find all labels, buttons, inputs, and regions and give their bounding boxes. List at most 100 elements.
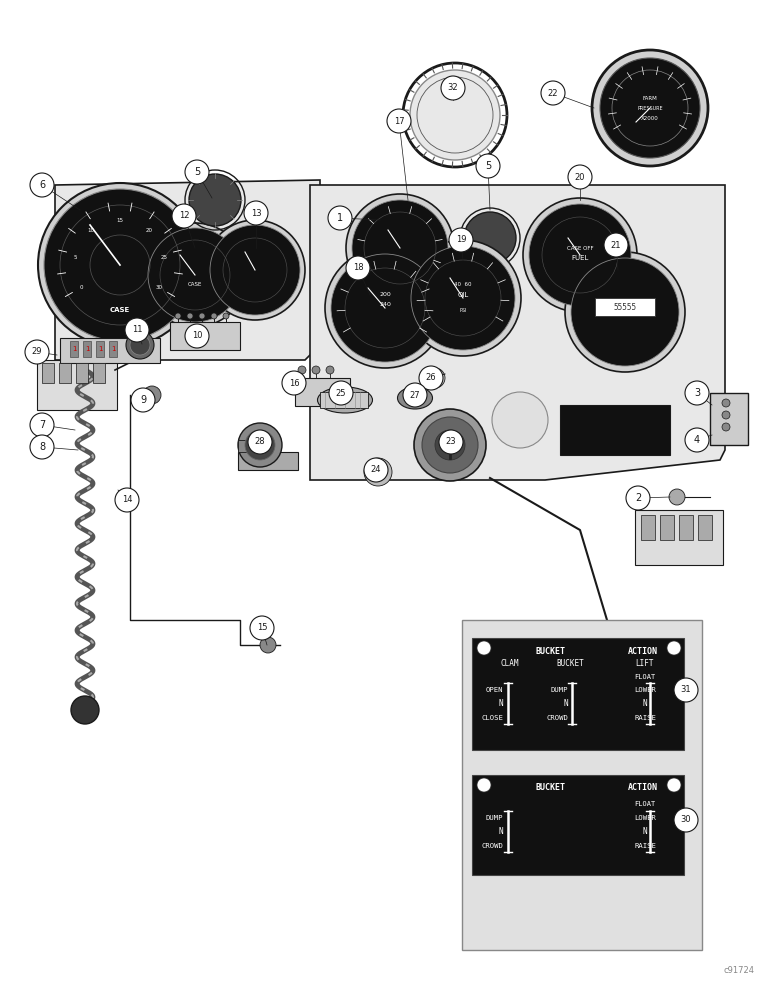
Text: 26: 26 [425, 373, 436, 382]
Text: 1: 1 [337, 213, 343, 223]
Text: 1: 1 [72, 346, 76, 352]
Text: RAISE: RAISE [634, 715, 656, 721]
Text: CASE: CASE [188, 282, 202, 288]
Circle shape [722, 399, 730, 407]
Text: 31: 31 [681, 686, 691, 694]
Text: 5: 5 [74, 255, 77, 260]
Bar [710, 393, 748, 445]
Circle shape [189, 174, 241, 226]
Text: BUCKET: BUCKET [535, 784, 565, 792]
Polygon shape [55, 180, 320, 360]
Bar [472, 638, 684, 750]
Text: BUCKET: BUCKET [556, 660, 584, 668]
Text: 7: 7 [39, 420, 45, 430]
Text: 30: 30 [681, 816, 691, 824]
Bar [320, 392, 368, 408]
Circle shape [492, 392, 548, 448]
Text: 240: 240 [379, 302, 391, 308]
Text: 18: 18 [353, 263, 364, 272]
Text: CROWD: CROWD [481, 843, 503, 849]
Text: 4: 4 [694, 435, 700, 445]
Text: 27: 27 [410, 390, 420, 399]
Text: 200: 200 [379, 292, 391, 298]
Text: CASE OFF: CASE OFF [567, 245, 594, 250]
Bar [83, 341, 91, 357]
Text: 10: 10 [191, 332, 202, 340]
Text: 2: 2 [635, 493, 641, 503]
Text: X2000: X2000 [641, 115, 659, 120]
Text: 10: 10 [87, 228, 95, 233]
Text: DUMP: DUMP [550, 687, 568, 693]
Circle shape [405, 240, 521, 356]
Bar [679, 515, 693, 540]
Text: 5: 5 [485, 161, 491, 171]
Bar [238, 452, 298, 470]
Text: OPEN: OPEN [486, 687, 503, 693]
Circle shape [211, 313, 217, 319]
Text: N: N [499, 700, 503, 708]
Circle shape [435, 430, 465, 460]
Bar [698, 515, 712, 540]
Text: N: N [499, 828, 503, 836]
Text: 6: 6 [39, 180, 45, 190]
Bar [96, 341, 104, 357]
Circle shape [131, 388, 155, 412]
Bar [635, 510, 723, 565]
Circle shape [685, 428, 709, 452]
Text: 21: 21 [611, 240, 621, 249]
Circle shape [44, 189, 196, 341]
Text: 15: 15 [117, 218, 124, 223]
Circle shape [387, 109, 411, 133]
Circle shape [439, 430, 463, 454]
Circle shape [143, 386, 161, 404]
Circle shape [210, 225, 300, 315]
Circle shape [422, 417, 478, 473]
Text: 20: 20 [574, 172, 585, 182]
Text: 28: 28 [255, 438, 266, 446]
Text: CLOSE: CLOSE [481, 715, 503, 721]
Text: OIL: OIL [457, 292, 469, 298]
Bar [462, 620, 702, 950]
Circle shape [38, 183, 202, 347]
Circle shape [403, 383, 427, 407]
Text: 55555: 55555 [614, 302, 637, 312]
Circle shape [523, 198, 637, 312]
Circle shape [674, 678, 698, 702]
Circle shape [244, 201, 268, 225]
Circle shape [328, 206, 352, 230]
Bar [59, 363, 71, 383]
Text: 1: 1 [85, 346, 90, 352]
Text: PRESSURE: PRESSURE [637, 105, 663, 110]
Circle shape [669, 489, 685, 505]
Bar [641, 515, 655, 540]
Circle shape [604, 233, 628, 257]
Ellipse shape [398, 387, 432, 409]
Circle shape [30, 435, 54, 459]
Text: N: N [564, 700, 568, 708]
Bar [60, 338, 160, 363]
Bar [42, 363, 54, 383]
Text: 8: 8 [39, 442, 45, 452]
Circle shape [667, 641, 681, 655]
Circle shape [126, 331, 154, 359]
Circle shape [260, 637, 276, 653]
Circle shape [115, 488, 139, 512]
Circle shape [410, 70, 500, 160]
Text: 24: 24 [371, 466, 381, 475]
Circle shape [600, 58, 700, 158]
Circle shape [245, 430, 275, 460]
Bar [93, 363, 105, 383]
Circle shape [187, 313, 193, 319]
Circle shape [125, 318, 149, 342]
Text: 30: 30 [155, 285, 162, 290]
Polygon shape [310, 185, 725, 480]
Text: 17: 17 [394, 116, 405, 125]
Circle shape [411, 246, 515, 350]
Circle shape [25, 340, 49, 364]
Bar [37, 360, 117, 410]
Circle shape [248, 430, 272, 454]
Bar [295, 378, 350, 406]
Circle shape [223, 313, 229, 319]
Circle shape [352, 200, 448, 296]
Circle shape [364, 458, 392, 486]
